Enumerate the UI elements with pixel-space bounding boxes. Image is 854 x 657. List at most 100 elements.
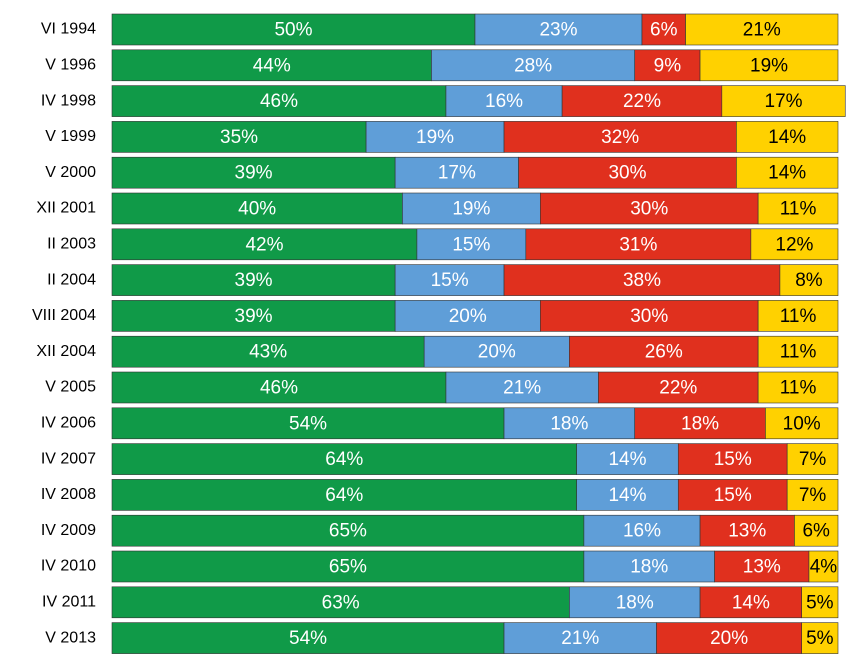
- category-label: IV 2007: [41, 450, 96, 467]
- value-label: 14%: [768, 163, 806, 184]
- value-label: 54%: [289, 628, 327, 649]
- value-label: 65%: [329, 521, 367, 542]
- value-label: 28%: [514, 55, 552, 76]
- value-label: 21%: [743, 20, 781, 41]
- bar-segment: [445, 371, 599, 404]
- value-label: 64%: [325, 449, 363, 470]
- value-label: 46%: [260, 91, 298, 112]
- bar-segment: [699, 49, 839, 82]
- value-label: 22%: [659, 378, 697, 399]
- bar-segment: [677, 443, 788, 475]
- value-label: 54%: [289, 413, 327, 434]
- bar-segment: [779, 264, 839, 296]
- bar-segment: [750, 228, 839, 261]
- bar-segment: [583, 550, 715, 583]
- value-label: 38%: [623, 270, 661, 291]
- value-label: 23%: [539, 20, 577, 41]
- value-label: 11%: [780, 306, 817, 327]
- value-label: 15%: [452, 234, 490, 255]
- value-label: 13%: [728, 521, 766, 542]
- bar-segment: [111, 443, 577, 475]
- bar-segment: [394, 156, 519, 189]
- bar-segment: [111, 228, 418, 261]
- category-label: XII 2001: [36, 200, 96, 217]
- value-label: 6%: [802, 521, 830, 542]
- value-label: 18%: [630, 557, 668, 578]
- bar-segment: [111, 49, 432, 82]
- value-label: 50%: [274, 20, 312, 41]
- bar-segment: [569, 335, 759, 368]
- bar-segment: [423, 335, 570, 368]
- bar-segment: [111, 192, 403, 225]
- bar-segment: [111, 335, 425, 368]
- bar-segment: [576, 443, 679, 475]
- value-label: 35%: [220, 127, 258, 148]
- value-label: 44%: [253, 55, 291, 76]
- value-label: 46%: [260, 378, 298, 399]
- bar-segment: [699, 514, 795, 547]
- bar-segment: [111, 514, 585, 547]
- bar-segment: [394, 300, 541, 332]
- bar-segment: [111, 13, 476, 46]
- value-label: 8%: [795, 270, 823, 291]
- category-label: V 1999: [45, 128, 96, 145]
- bar-segment: [445, 85, 563, 117]
- value-label: 39%: [235, 163, 273, 184]
- bar-segment: [677, 479, 788, 511]
- value-label: 17%: [438, 163, 476, 184]
- value-label: 13%: [743, 557, 781, 578]
- bar-segment: [757, 371, 839, 404]
- bar-segment: [540, 300, 759, 332]
- bar-segment: [431, 49, 636, 82]
- value-label: 14%: [732, 592, 770, 613]
- bar-segment: [765, 407, 839, 440]
- value-label: 15%: [714, 449, 752, 470]
- category-label: IV 2011: [42, 594, 96, 611]
- bar-segment: [634, 49, 701, 82]
- category-label: IV 1998: [41, 92, 96, 109]
- bar-segment: [365, 121, 505, 153]
- bar-segment: [801, 586, 839, 619]
- bar-segment: [518, 156, 737, 189]
- bar-segment: [111, 156, 396, 189]
- category-label: II 2004: [47, 271, 96, 288]
- value-label: 63%: [322, 592, 360, 613]
- bar-segment: [111, 85, 447, 117]
- value-label: 18%: [681, 413, 719, 434]
- value-label: 20%: [710, 628, 748, 649]
- bar-segment: [685, 13, 839, 46]
- bar-segment: [757, 192, 839, 225]
- value-label: 6%: [650, 20, 678, 41]
- bar-segment: [736, 156, 839, 189]
- bar-segment: [576, 479, 679, 511]
- bar-segment: [503, 264, 781, 296]
- category-label: II 2003: [47, 236, 96, 253]
- value-label: 64%: [325, 485, 363, 506]
- value-label: 39%: [235, 270, 273, 291]
- value-label: 12%: [775, 234, 813, 255]
- value-label: 21%: [503, 378, 541, 399]
- bar-segment: [540, 192, 759, 225]
- bar-segment: [641, 13, 686, 46]
- value-label: 30%: [608, 163, 646, 184]
- value-label: 26%: [645, 342, 683, 363]
- value-label: 22%: [623, 91, 661, 112]
- value-label: 16%: [485, 91, 523, 112]
- category-label: IV 2006: [41, 415, 96, 432]
- bar-segment: [111, 121, 367, 153]
- bar-segment: [503, 622, 657, 654]
- bar-segment: [569, 586, 701, 619]
- value-label: 31%: [619, 234, 657, 255]
- bar-segment: [111, 479, 577, 511]
- bar-segment: [503, 121, 737, 153]
- value-label: 14%: [608, 449, 646, 470]
- value-label: 40%: [238, 199, 276, 220]
- value-label: 14%: [608, 485, 646, 506]
- bar-segment: [757, 300, 839, 332]
- value-label: 7%: [799, 449, 827, 470]
- bar-segment: [525, 228, 752, 261]
- bar-segment: [111, 622, 505, 654]
- value-label: 5%: [806, 628, 834, 649]
- value-label: 30%: [630, 306, 668, 327]
- value-label: 9%: [654, 55, 682, 76]
